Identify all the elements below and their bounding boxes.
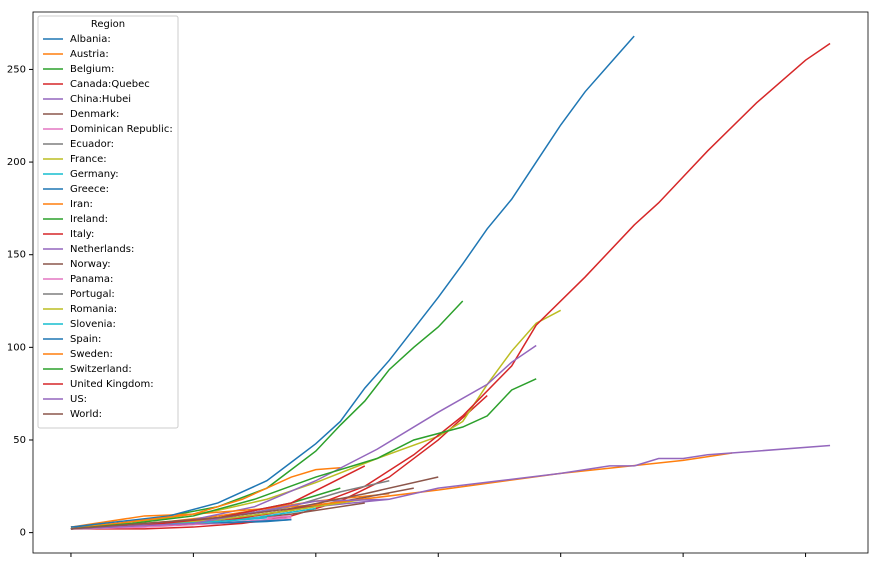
y-tick-label: 100	[7, 342, 26, 353]
legend-label: Spain:	[70, 334, 101, 345]
legend-label: Austria:	[70, 49, 109, 60]
series-line	[70, 394, 488, 530]
y-tick-label: 250	[7, 64, 26, 75]
legend-label: Iran:	[70, 199, 93, 210]
legend-label: Dominican Republic:	[70, 124, 173, 135]
legend-label: Albania:	[70, 34, 111, 45]
series-line	[70, 35, 635, 528]
y-tick-label: 200	[7, 157, 26, 168]
legend-label: Belgium:	[70, 64, 114, 75]
legend-box	[37, 15, 179, 429]
legend-label: Portugal:	[70, 289, 115, 300]
legend-label: Greece:	[70, 184, 109, 195]
legend-label: United Kingdom:	[70, 379, 154, 390]
y-tick-label: 0	[20, 528, 26, 539]
legend-label: Sweden:	[70, 349, 113, 360]
series-line	[70, 452, 733, 530]
y-tick-label: 150	[7, 250, 26, 261]
legend-label: Canada:Quebec	[70, 79, 150, 90]
legend-label: Slovenia:	[70, 319, 116, 330]
legend-label: Ireland:	[70, 214, 108, 225]
legend-label: US:	[70, 394, 87, 405]
series-line	[70, 467, 341, 528]
legend-label: Germany:	[70, 169, 119, 180]
legend-title: Region	[91, 19, 125, 30]
series-line	[70, 378, 537, 530]
legend-label: Switzerland:	[70, 364, 132, 375]
legend-label: Panama:	[70, 274, 113, 285]
legend-label: China:Hubei	[70, 94, 131, 105]
series-line	[70, 476, 439, 530]
legend-label: Denmark:	[70, 109, 119, 120]
legend-label: Ecuador:	[70, 139, 114, 150]
legend-label: Netherlands:	[70, 244, 134, 255]
legend-label: Italy:	[70, 229, 94, 240]
plot-frame	[32, 11, 869, 554]
legend-label: World:	[70, 409, 102, 420]
y-tick-label: 50	[13, 435, 26, 446]
legend-label: France:	[70, 154, 107, 165]
legend-label: Romania:	[70, 304, 117, 315]
legend-label: Norway:	[70, 259, 111, 270]
